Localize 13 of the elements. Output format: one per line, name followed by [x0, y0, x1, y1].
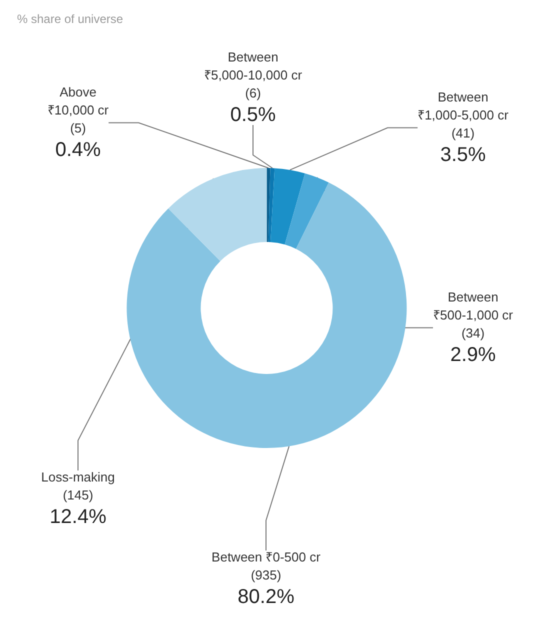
data-label: 80.2% — [238, 586, 295, 608]
data-label: 12.4% — [50, 506, 107, 528]
slice-label: Between ₹1,000-5,000 cr (41) — [418, 90, 510, 140]
data-label: 0.5% — [230, 104, 276, 126]
data-label: 0.4% — [55, 139, 102, 161]
slice-label: Between ₹0-500 cr (935) — [212, 550, 322, 582]
slice-label: Between ₹5,000-10,000 cr (6) — [204, 50, 303, 100]
slice-label: Between ₹500-1,000 cr (34) — [433, 290, 514, 340]
chart-title: % share of universe — [17, 12, 124, 26]
data-label: 3.5% — [440, 144, 486, 166]
slice-label: Loss-making (145) — [41, 470, 115, 502]
data-label: 2.9% — [450, 344, 496, 366]
slice-label: Above ₹10,000 cr (5) — [47, 84, 110, 136]
